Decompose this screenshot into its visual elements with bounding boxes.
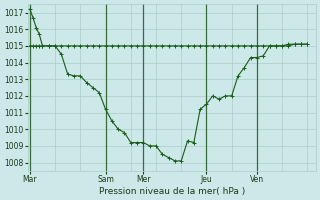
X-axis label: Pression niveau de la mer( hPa ): Pression niveau de la mer( hPa ) [99, 187, 245, 196]
